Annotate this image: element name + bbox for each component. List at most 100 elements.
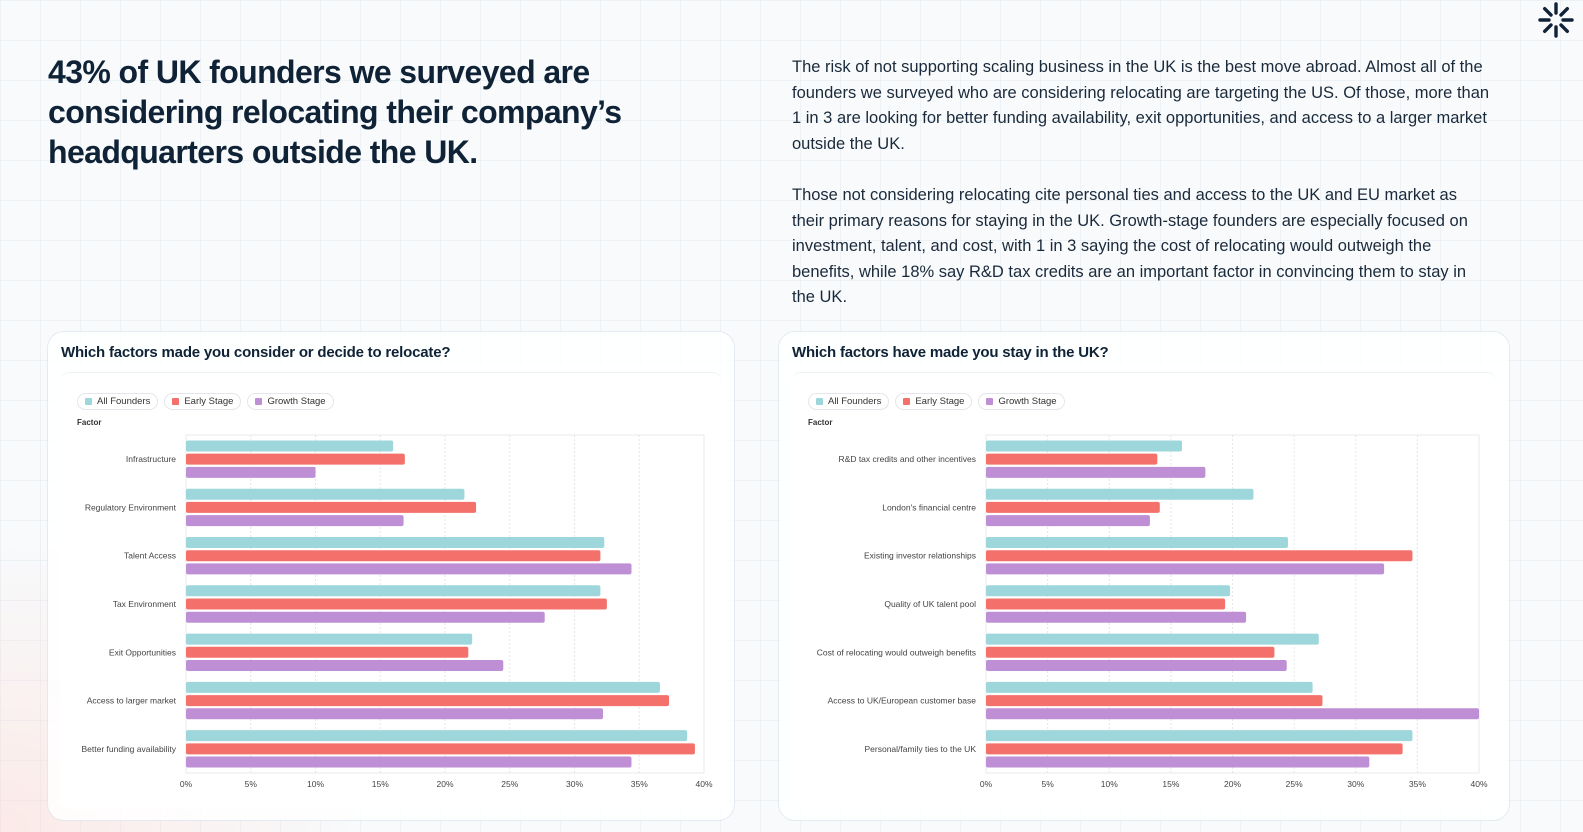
legend-label: Growth Stage (267, 396, 326, 407)
stay-bar-chart: 0% 5% 10% 15% 20% 25% 30% 35% 40% R&D tax credits… (817, 434, 1488, 789)
legend-label: All Founders (828, 396, 882, 407)
bar[interactable] (986, 488, 1254, 500)
bar[interactable] (186, 453, 405, 465)
legend-label: Early Stage (184, 396, 234, 407)
headline: 43% of UK founders we surveyed are consi… (48, 54, 622, 170)
legend-all-founders[interactable]: All Founders (77, 393, 159, 410)
legend-early-stage[interactable]: Early Stage (164, 393, 242, 410)
bar[interactable] (986, 695, 1323, 707)
category-label: R&D tax credits and other incentives (839, 454, 976, 464)
x-tick-label: 35% (1409, 779, 1426, 789)
relocate-factors-card: Which factors made you consider or decid… (48, 332, 734, 820)
category-label: Access to UK/European customer base (828, 696, 977, 706)
legend-swatch (85, 398, 92, 405)
bar[interactable] (186, 708, 603, 720)
category-label: Tax Environment (113, 599, 177, 609)
bar[interactable] (986, 440, 1182, 452)
x-tick-label: 0% (980, 779, 993, 789)
bar[interactable] (186, 550, 601, 562)
stay-chart-panel: All Founders Early Stage Growth Stage Fa… (791, 372, 1497, 809)
bar[interactable] (186, 563, 632, 575)
category-label: Existing investor relationships (864, 551, 976, 561)
bar[interactable] (986, 598, 1226, 610)
legend-label: Growth Stage (998, 396, 1057, 407)
bar[interactable] (986, 708, 1479, 720)
bar[interactable] (186, 743, 695, 755)
x-tick-label: 30% (1347, 779, 1364, 789)
x-tick-label: 25% (501, 779, 518, 789)
legend-swatch (986, 398, 994, 405)
bar[interactable] (186, 598, 607, 610)
bar[interactable] (186, 515, 404, 527)
bar[interactable] (186, 756, 632, 768)
relocate-chart-panel: All Founders Early Stage Growth Stage Fa… (60, 372, 722, 809)
y-axis-label: Factor (808, 418, 833, 427)
bar[interactable] (186, 633, 473, 645)
category-label: Access to larger market (87, 696, 177, 706)
x-tick-label: 35% (631, 779, 648, 789)
bar[interactable] (986, 563, 1385, 575)
legend-all-founders[interactable]: All Founders (808, 393, 890, 410)
bar[interactable] (186, 611, 545, 623)
relocate-bar-chart: 0% 5% 10% 15% 20% 25% 30% 35% 40% Infrastructure R… (81, 434, 713, 789)
stay-factors-card: Which factors have made you stay in the … (779, 332, 1509, 820)
bar[interactable] (186, 681, 660, 693)
bar[interactable] (186, 466, 316, 478)
legend-label: Early Stage (915, 396, 965, 407)
x-tick-label: 10% (307, 779, 324, 789)
x-tick-label: 20% (1224, 779, 1241, 789)
category-label: Exit Opportunities (109, 647, 176, 657)
bar[interactable] (986, 550, 1413, 562)
x-tick-label: 5% (1041, 779, 1054, 789)
bar[interactable] (986, 743, 1403, 755)
legend-swatch (172, 398, 180, 405)
bar[interactable] (186, 537, 605, 549)
legend-swatch (903, 398, 911, 405)
x-tick-label: 40% (695, 779, 712, 789)
x-tick-label: 15% (372, 779, 389, 789)
bar[interactable] (986, 501, 1160, 513)
bar[interactable] (986, 633, 1319, 645)
category-label: Personal/family ties to the UK (865, 744, 977, 754)
bar[interactable] (986, 515, 1150, 527)
legend-early-stage[interactable]: Early Stage (895, 393, 973, 410)
x-tick-label: 0% (180, 779, 193, 789)
bar[interactable] (186, 659, 504, 671)
bar[interactable] (986, 730, 1413, 742)
y-axis-label: Factor (77, 418, 102, 427)
asterisk-burst-icon (1538, 2, 1574, 38)
bar[interactable] (986, 537, 1288, 549)
x-tick-label: 30% (566, 779, 583, 789)
bar[interactable] (986, 466, 1206, 478)
legend-swatch (255, 398, 263, 405)
bar[interactable] (186, 730, 688, 742)
category-label: Better funding availability (81, 744, 176, 754)
bar[interactable] (986, 659, 1287, 671)
legend-label: All Founders (97, 396, 151, 407)
bar[interactable] (986, 585, 1231, 597)
x-tick-label: 10% (1101, 779, 1118, 789)
bar[interactable] (186, 646, 469, 658)
bar[interactable] (186, 695, 670, 707)
x-tick-label: 15% (1162, 779, 1179, 789)
x-tick-label: 25% (1286, 779, 1303, 789)
bar[interactable] (186, 488, 465, 500)
bar[interactable] (986, 756, 1370, 768)
bar[interactable] (186, 585, 601, 597)
bar[interactable] (986, 646, 1275, 658)
chart-legend: All Founders Early Stage Growth Stage (77, 393, 334, 410)
category-label: Quality of UK talent pool (884, 599, 976, 609)
bar[interactable] (186, 440, 394, 452)
legend-growth-stage[interactable]: Growth Stage (978, 393, 1065, 410)
bar[interactable] (186, 501, 477, 513)
x-tick-label: 40% (1470, 779, 1487, 789)
bar[interactable] (986, 453, 1158, 465)
legend-growth-stage[interactable]: Growth Stage (247, 393, 334, 410)
x-tick-label: 5% (245, 779, 258, 789)
bar[interactable] (986, 611, 1247, 623)
detail-paragraph: Those not considering relocating cite pe… (792, 186, 1468, 307)
stay-chart-title: Which factors have made you stay in the … (792, 344, 1109, 361)
category-label: Cost of relocating would outweigh benefi… (817, 647, 976, 657)
bar[interactable] (986, 681, 1313, 693)
intro-paragraph: The risk of not supporting scaling busin… (792, 58, 1490, 153)
